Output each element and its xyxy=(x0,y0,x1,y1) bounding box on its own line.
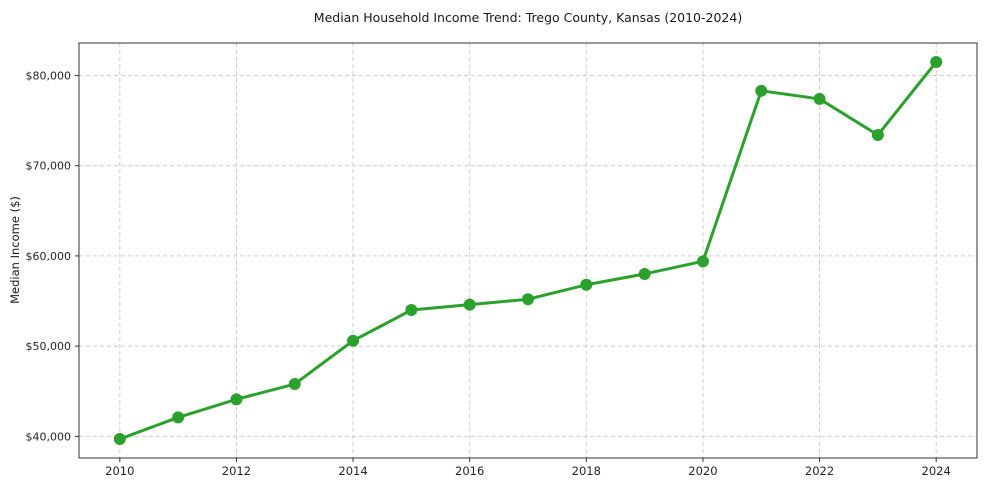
y-tick-label: $40,000 xyxy=(26,430,72,443)
data-point xyxy=(930,55,943,68)
data-point xyxy=(871,129,884,142)
x-tick-label: 2018 xyxy=(572,464,601,478)
data-point xyxy=(813,92,826,105)
x-tick-label: 2020 xyxy=(688,464,717,478)
data-point xyxy=(522,293,534,306)
x-tick-label: 2022 xyxy=(805,464,834,478)
data-point xyxy=(113,433,126,446)
data-point xyxy=(405,304,418,317)
data-point xyxy=(172,411,185,424)
data-point xyxy=(638,267,651,280)
x-tick-label: 2014 xyxy=(338,464,367,478)
data-point xyxy=(230,393,243,406)
chart-title: Median Household Income Trend: Trego Cou… xyxy=(313,10,743,25)
y-axis-label: Median Income ($) xyxy=(8,196,22,304)
data-point xyxy=(347,334,360,347)
data-point xyxy=(580,278,593,291)
x-tick-label: 2010 xyxy=(105,464,134,478)
data-point xyxy=(288,378,301,391)
y-tick-label: $60,000 xyxy=(26,250,72,263)
data-point xyxy=(463,298,476,311)
y-tick-label: $70,000 xyxy=(26,160,72,173)
plot-area-border xyxy=(78,42,978,459)
data-line xyxy=(118,60,938,441)
x-tick-label: 2024 xyxy=(922,464,951,478)
x-tick-label: 2012 xyxy=(222,464,251,478)
data-point xyxy=(755,84,768,97)
y-tick-label: $50,000 xyxy=(26,340,72,353)
x-tick-label: 2016 xyxy=(455,464,484,478)
data-point xyxy=(696,255,709,268)
y-tick-label: $80,000 xyxy=(26,69,72,82)
